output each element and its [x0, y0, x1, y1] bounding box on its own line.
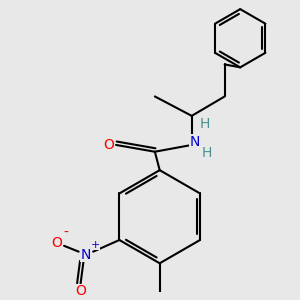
- Text: N: N: [189, 135, 200, 149]
- Text: N: N: [80, 248, 91, 262]
- Text: H: H: [202, 146, 212, 160]
- Text: O: O: [75, 284, 86, 298]
- Text: O: O: [103, 138, 114, 152]
- Text: -: -: [64, 226, 68, 240]
- Text: O: O: [51, 236, 62, 250]
- Text: H: H: [200, 117, 211, 130]
- Text: +: +: [90, 240, 100, 250]
